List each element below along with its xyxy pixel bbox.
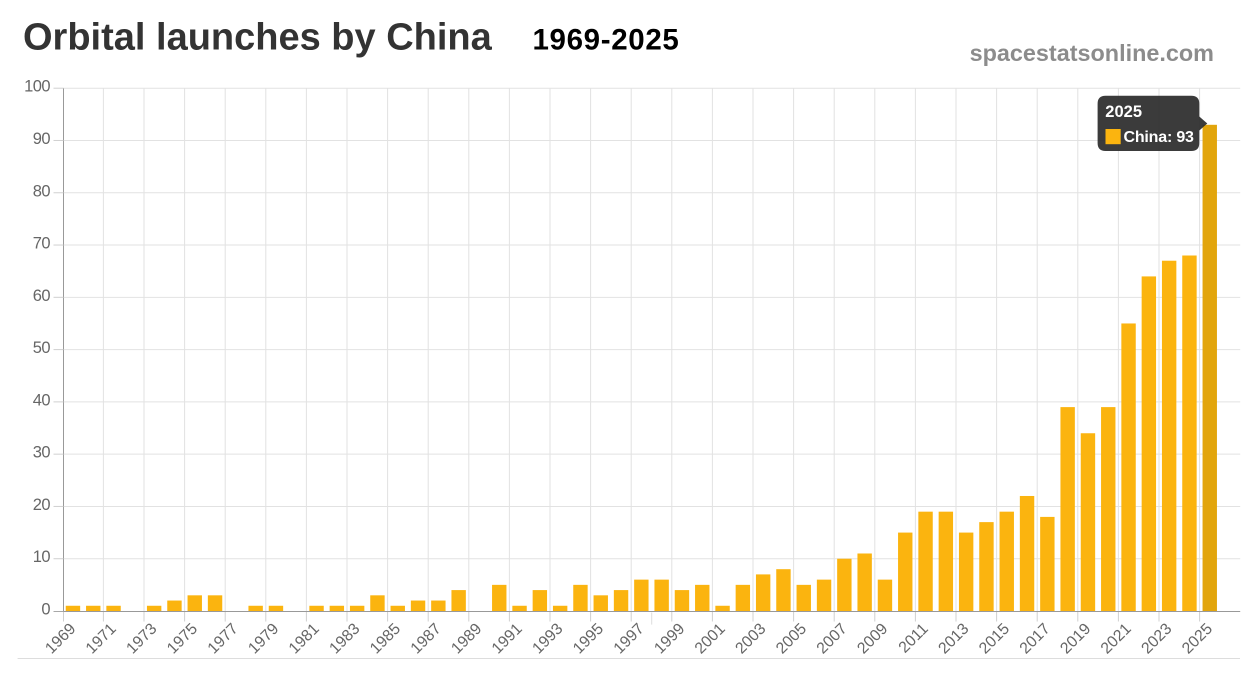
svg-text:40: 40 [33,391,51,409]
svg-text:90: 90 [33,130,51,148]
svg-text:100: 100 [24,78,50,96]
svg-text:30: 30 [33,444,51,462]
svg-text:spacestatsonline.com: spacestatsonline.com [970,40,1214,66]
svg-text:2025: 2025 [1105,103,1142,121]
svg-text:0: 0 [41,601,50,619]
svg-text:Orbital launches by China: Orbital launches by China [23,17,493,59]
svg-text:China: 93: China: 93 [1124,129,1195,146]
svg-text:10: 10 [33,548,51,566]
svg-text:70: 70 [33,235,51,253]
svg-text:20: 20 [33,496,51,514]
svg-text:60: 60 [33,287,51,305]
svg-text:1969-2025: 1969-2025 [533,23,680,56]
svg-text:80: 80 [33,182,51,200]
svg-text:50: 50 [33,339,51,357]
